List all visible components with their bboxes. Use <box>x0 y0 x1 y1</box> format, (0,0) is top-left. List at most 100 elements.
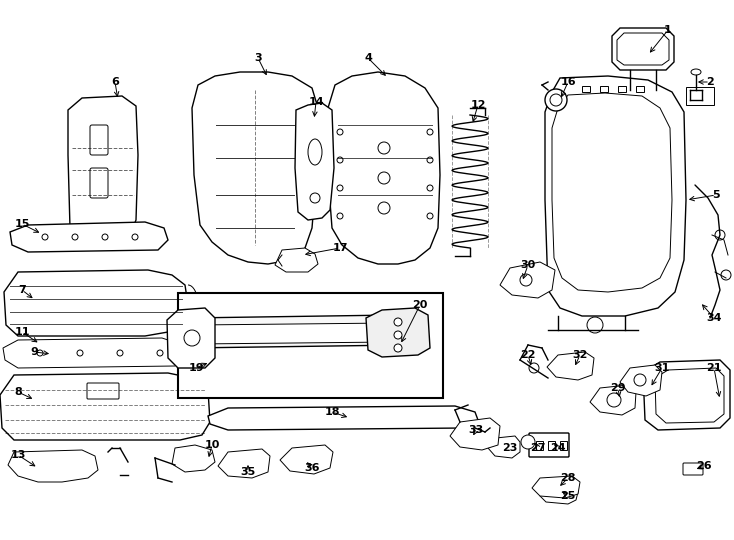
Ellipse shape <box>550 94 562 106</box>
Ellipse shape <box>691 69 701 75</box>
Text: 20: 20 <box>413 300 428 310</box>
Circle shape <box>337 129 343 135</box>
Text: 2: 2 <box>706 77 714 87</box>
Circle shape <box>394 318 402 326</box>
Circle shape <box>184 330 200 346</box>
Circle shape <box>378 172 390 184</box>
Polygon shape <box>177 315 418 348</box>
Polygon shape <box>488 436 520 458</box>
Circle shape <box>378 142 390 154</box>
Circle shape <box>607 393 621 407</box>
Text: 11: 11 <box>14 327 30 337</box>
Polygon shape <box>68 96 138 240</box>
Circle shape <box>587 317 603 333</box>
Text: 32: 32 <box>573 350 588 360</box>
Circle shape <box>102 234 108 240</box>
Bar <box>582 86 590 92</box>
Polygon shape <box>10 222 168 252</box>
Text: 10: 10 <box>204 440 219 450</box>
Polygon shape <box>172 445 215 472</box>
Polygon shape <box>4 270 188 336</box>
Polygon shape <box>167 308 215 368</box>
Text: 14: 14 <box>308 97 324 107</box>
Circle shape <box>427 185 433 191</box>
Polygon shape <box>295 103 334 220</box>
Text: 6: 6 <box>111 77 119 87</box>
Text: 15: 15 <box>14 219 29 229</box>
Circle shape <box>77 350 83 356</box>
Polygon shape <box>450 418 500 450</box>
FancyBboxPatch shape <box>37 341 63 353</box>
FancyBboxPatch shape <box>87 383 119 399</box>
Polygon shape <box>612 28 674 70</box>
Circle shape <box>394 331 402 339</box>
Ellipse shape <box>308 139 322 165</box>
Polygon shape <box>540 488 578 504</box>
Text: 29: 29 <box>610 383 626 393</box>
Polygon shape <box>192 72 318 264</box>
Bar <box>636 86 644 92</box>
Text: 19: 19 <box>188 363 204 373</box>
Polygon shape <box>532 476 580 498</box>
Polygon shape <box>547 352 594 380</box>
Circle shape <box>337 185 343 191</box>
Polygon shape <box>208 406 478 430</box>
Circle shape <box>378 202 390 214</box>
Text: 16: 16 <box>560 77 575 87</box>
Circle shape <box>337 157 343 163</box>
Bar <box>600 86 608 92</box>
Polygon shape <box>0 373 210 440</box>
Bar <box>548 441 555 450</box>
Text: 28: 28 <box>560 473 575 483</box>
Circle shape <box>394 344 402 352</box>
Polygon shape <box>8 450 98 482</box>
Polygon shape <box>643 360 730 430</box>
Circle shape <box>157 350 163 356</box>
Circle shape <box>427 157 433 163</box>
FancyBboxPatch shape <box>529 433 569 457</box>
Text: 23: 23 <box>502 443 517 453</box>
Circle shape <box>715 230 725 240</box>
Text: 17: 17 <box>333 243 348 253</box>
Ellipse shape <box>545 89 567 111</box>
Circle shape <box>521 435 535 449</box>
Polygon shape <box>280 445 333 474</box>
Circle shape <box>427 129 433 135</box>
FancyBboxPatch shape <box>90 125 108 155</box>
Polygon shape <box>366 308 430 357</box>
Polygon shape <box>590 385 636 415</box>
Text: 36: 36 <box>305 463 320 473</box>
Circle shape <box>427 213 433 219</box>
Text: 31: 31 <box>654 363 669 373</box>
Polygon shape <box>185 323 406 344</box>
Circle shape <box>529 363 539 373</box>
Polygon shape <box>500 262 555 298</box>
Text: 18: 18 <box>324 407 340 417</box>
Circle shape <box>721 270 731 280</box>
Polygon shape <box>545 76 686 316</box>
Text: 9: 9 <box>30 347 38 357</box>
Text: 3: 3 <box>254 53 262 63</box>
Text: 34: 34 <box>706 313 722 323</box>
Polygon shape <box>218 449 270 478</box>
FancyBboxPatch shape <box>90 168 108 198</box>
Text: 30: 30 <box>520 260 536 270</box>
Polygon shape <box>617 33 669 65</box>
Text: 21: 21 <box>706 363 722 373</box>
Text: 24: 24 <box>550 443 566 453</box>
Text: 35: 35 <box>240 467 255 477</box>
Bar <box>618 86 626 92</box>
Text: 7: 7 <box>18 285 26 295</box>
Polygon shape <box>3 338 185 368</box>
Text: 5: 5 <box>712 190 720 200</box>
Polygon shape <box>328 72 440 264</box>
FancyBboxPatch shape <box>683 463 703 475</box>
Circle shape <box>72 234 78 240</box>
Bar <box>178 293 443 398</box>
Text: 22: 22 <box>520 350 536 360</box>
Circle shape <box>520 274 532 286</box>
Text: 1: 1 <box>664 25 672 35</box>
Circle shape <box>37 350 43 356</box>
Circle shape <box>42 234 48 240</box>
Bar <box>536 441 543 450</box>
